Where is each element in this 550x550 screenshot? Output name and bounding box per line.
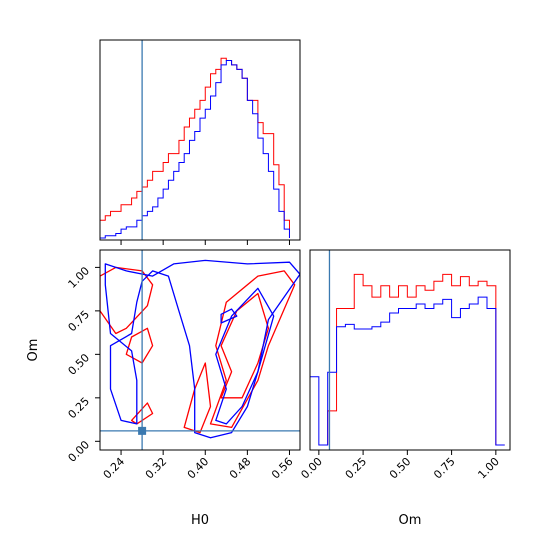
om-y-axis-label: Om	[26, 339, 41, 362]
om-x-tick-label: 0.25	[343, 455, 370, 482]
om-hist-frame	[309, 249, 511, 451]
h0-hist-red	[100, 57, 290, 238]
om-y-tick-label: 0.75	[66, 308, 93, 335]
h0-hist-frame	[99, 39, 301, 241]
h0-axis-label: H0	[191, 513, 209, 528]
om-x-tick-label: 1.00	[475, 455, 502, 482]
om-x-tick-label: 0.50	[387, 455, 414, 482]
h0-x-tick-label: 0.40	[185, 455, 212, 482]
red-contour	[125, 327, 154, 364]
om-hist-panel: 0.00 0.25 0.50 0.75 1.00	[298, 249, 511, 482]
om-x-tick-label: 0.00	[298, 455, 325, 482]
om-y-tick-label: 0.50	[66, 351, 93, 378]
joint-panel: 0.24 0.32 0.40 0.48 0.56 0.00 0.25 0.50 0.75 1.00	[66, 249, 301, 482]
om-y-tick-label: 1.00	[66, 264, 93, 291]
joint-frame	[99, 249, 301, 451]
om-axis-label: Om	[399, 513, 422, 528]
om-y-tick-label: 0.00	[66, 438, 93, 465]
h0-x-tick-label: 0.32	[143, 455, 170, 482]
red-contour	[100, 266, 154, 335]
om-hist-blue	[310, 296, 505, 446]
red-contour	[209, 270, 296, 429]
om-hist-red	[327, 273, 505, 446]
om-y-tick-label: 0.25	[66, 395, 93, 422]
h0-x-tick-label: 0.48	[227, 455, 254, 482]
blue-contour	[104, 259, 300, 439]
red-contour	[220, 292, 270, 399]
h0-hist-panel	[99, 39, 301, 245]
h0-hist-blue	[100, 59, 290, 239]
om-x-tick-label: 0.75	[431, 455, 458, 482]
h0-x-tick-label: 0.24	[101, 455, 128, 482]
blue-contour	[215, 287, 275, 425]
blue-contour	[220, 308, 238, 324]
truth-marker	[138, 426, 147, 435]
h0-x-tick-label: 0.56	[269, 455, 296, 482]
red-contour	[183, 362, 212, 434]
